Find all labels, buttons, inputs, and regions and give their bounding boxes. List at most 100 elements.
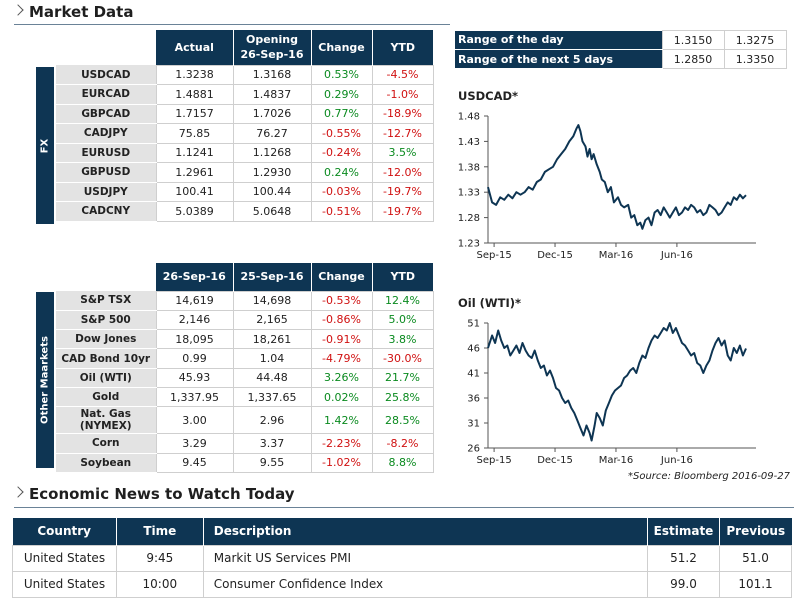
fx-ytd-value: -4.5% <box>371 64 434 85</box>
market-date1-value: 2,146 <box>155 309 234 331</box>
market-ytd-value: 3.8% <box>371 329 434 350</box>
usdcad-x-tick-label: Jun-16 <box>660 250 693 261</box>
oil-chart-title: Oil (WTI)* <box>458 296 521 310</box>
market-row: Oil (WTI) 45.93 44.48 3.26% 21.7% <box>56 367 434 388</box>
market-change-value: 3.26% <box>310 367 373 388</box>
market-date2-value: 1,337.65 <box>232 386 312 408</box>
other-markets-table: 26-Sep-16 25-Sep-16 Change YTD S&P TSX 14… <box>56 263 434 473</box>
fx-ytd-value: -12.7% <box>371 123 434 144</box>
market-ytd-value: 28.5% <box>371 406 434 435</box>
economic-news-title: Economic News to Watch Today <box>29 485 295 503</box>
range-label: Range of the day <box>455 30 662 50</box>
oil-y-tick-label: 51 <box>467 319 480 330</box>
news-header-description: Description <box>203 518 649 545</box>
usdcad-x-tick-label: Mar-16 <box>599 250 634 261</box>
fx-actual-value: 1.4881 <box>155 84 234 105</box>
market-date2-value: 2,165 <box>232 309 312 331</box>
economic-news-heading: Economic News to Watch Today <box>12 485 295 503</box>
fx-actual-value: 1.1241 <box>155 142 234 163</box>
oil-x-tick-label: Sep-15 <box>477 455 512 466</box>
market-date1-value: 9.45 <box>155 452 234 473</box>
range-high-value: 1.3350 <box>723 49 787 69</box>
range-table: Range of the day 1.3150 1.3275 Range of the… <box>455 30 787 69</box>
fx-side-label: FX <box>36 67 54 224</box>
usdcad-x-tick-label: Sep-15 <box>477 250 512 261</box>
market-change-value: -2.23% <box>310 433 373 454</box>
market-row: Nat. Gas (NYMEX) 3.00 2.96 1.42% 28.5% <box>56 406 434 435</box>
fx-row: GBPCAD 1.7157 1.7026 0.77% -18.9% <box>56 103 434 124</box>
usdcad-y-tick-label: 1.33 <box>458 188 480 199</box>
market-date2-value: 14,698 <box>232 290 312 311</box>
fx-row: EURUSD 1.1241 1.1268 -0.24% 3.5% <box>56 142 434 163</box>
fx-instrument-label: EURUSD <box>56 143 156 163</box>
fx-header-actual: Actual <box>156 30 234 65</box>
fx-opening-value: 1.3168 <box>232 64 312 85</box>
market-instrument-label: Gold <box>56 387 156 408</box>
market-row: S&P TSX 14,619 14,698 -0.53% 12.4% <box>56 290 434 311</box>
fx-header-change: Change <box>311 30 373 65</box>
news-description: Markit US Services PMI <box>202 544 649 572</box>
fx-row: GBPUSD 1.2961 1.2930 0.24% -12.0% <box>56 162 434 183</box>
fx-instrument-label: USDJPY <box>56 182 156 202</box>
market-row: CAD Bond 10yr 0.99 1.04 -4.79% -30.0% <box>56 348 434 369</box>
market-date2-value: 44.48 <box>232 367 312 388</box>
news-estimate: 51.2 <box>647 544 720 572</box>
fx-header-ytd: YTD <box>372 30 433 65</box>
fx-actual-value: 100.41 <box>155 181 234 202</box>
fx-row: USDCAD 1.3238 1.3168 0.53% -4.5% <box>56 64 434 85</box>
fx-opening-value: 1.4837 <box>232 84 312 105</box>
usdcad-series-line <box>487 124 747 230</box>
chevron-right-icon <box>12 486 24 498</box>
market-instrument-label: Nat. Gas (NYMEX) <box>56 406 156 435</box>
market-row: Corn 3.29 3.37 -2.23% -8.2% <box>56 433 434 454</box>
range-label: Range of the next 5 days <box>455 49 662 69</box>
other-header-date1: 26-Sep-16 <box>156 263 234 291</box>
fx-actual-value: 5.0389 <box>155 201 234 222</box>
market-instrument-label: CAD Bond 10yr <box>56 348 156 369</box>
market-ytd-value: 25.8% <box>371 386 434 408</box>
fx-table: Actual Opening 26-Sep-16 Change YTD USDCA… <box>56 30 434 222</box>
market-date1-value: 0.99 <box>155 348 234 369</box>
usdcad-y-tick-label: 1.38 <box>458 162 480 173</box>
other-markets-side-label: Other Maarkets <box>36 292 54 468</box>
market-row: Soybean 9.45 9.55 -1.02% 8.8% <box>56 452 434 473</box>
usdcad-y-tick-label: 1.48 <box>458 112 480 123</box>
oil-y-tick-label: 31 <box>467 419 480 430</box>
usdcad-y-tick-label: 1.43 <box>458 137 480 148</box>
other-header-change: Change <box>311 263 373 291</box>
news-description: Consumer Confidence Index <box>202 570 649 598</box>
oil-y-tick-label: 26 <box>467 444 480 455</box>
news-table: Country Time Description Estimate Previo… <box>12 518 793 598</box>
market-ytd-value: 5.0% <box>371 309 434 331</box>
economic-news-divider <box>14 507 794 508</box>
market-date2-value: 18,261 <box>232 329 312 350</box>
oil-series-line <box>487 322 747 442</box>
market-date1-value: 1,337.95 <box>155 386 234 408</box>
fx-change-value: 0.53% <box>310 64 373 85</box>
news-header-estimate: Estimate <box>647 518 720 545</box>
fx-ytd-value: -18.9% <box>371 103 434 124</box>
oil-y-tick-label: 46 <box>467 344 480 355</box>
other-header-ytd: YTD <box>372 263 433 291</box>
market-row: S&P 500 2,146 2,165 -0.86% 5.0% <box>56 309 434 331</box>
news-time: 9:45 <box>115 544 204 572</box>
fx-ytd-value: -12.0% <box>371 162 434 183</box>
market-change-value: -1.02% <box>310 452 373 473</box>
market-row: Gold 1,337.95 1,337.65 0.02% 25.8% <box>56 386 434 408</box>
fx-opening-value: 1.7026 <box>232 103 312 124</box>
oil-y-tick-label: 36 <box>467 394 480 405</box>
market-date1-value: 3.29 <box>155 433 234 454</box>
market-ytd-value: 12.4% <box>371 290 434 311</box>
market-instrument-label: S&P TSX <box>56 291 156 311</box>
news-row: United States 10:00 Consumer Confidence In… <box>12 570 793 598</box>
fx-actual-value: 1.3238 <box>155 64 234 85</box>
fx-actual-value: 1.7157 <box>155 103 234 124</box>
usdcad-chart-title: USDCAD* <box>458 89 519 103</box>
market-instrument-label: Corn <box>56 433 156 454</box>
news-estimate: 99.0 <box>647 570 720 598</box>
chevron-right-icon <box>12 4 24 16</box>
news-country: United States <box>12 570 117 598</box>
oil-x-tick-label: Mar-16 <box>599 455 634 466</box>
fx-ytd-value: -1.0% <box>371 84 434 105</box>
